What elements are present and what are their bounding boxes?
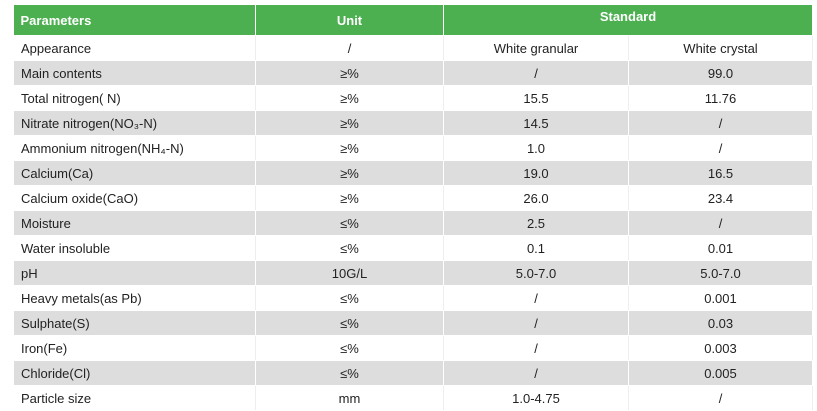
table-row: Total nitrogen( N) ≥% 15.5 11.76 <box>13 85 813 111</box>
white-crystal-value-cell: 11.76 <box>628 85 813 111</box>
white-granular-value-cell: 1.0 <box>443 135 629 161</box>
white-crystal-value-cell: 23.4 <box>628 185 813 211</box>
table-row: Water insoluble ≤% 0.1 0.01 <box>13 235 813 261</box>
white-granular-value-cell: 15.5 <box>443 85 629 111</box>
parameter-cell: Main contents <box>13 60 256 86</box>
parameter-cell: Heavy metals(as Pb) <box>13 285 256 311</box>
white-crystal-value-cell: 5.0-7.0 <box>628 260 813 286</box>
white-granular-value-cell: / <box>443 60 629 86</box>
table-row: Heavy metals(as Pb) ≤%/0.001 <box>13 285 813 311</box>
unit-cell: ≤% <box>255 210 444 236</box>
parameter-cell: Particle size <box>13 385 256 411</box>
table-row: Main contents ≥%/99.0 <box>13 60 813 86</box>
unit-cell: ≤% <box>255 235 444 261</box>
table-row: Chloride(Cl) ≤%/0.005 <box>13 360 813 386</box>
unit-cell: ≥% <box>255 110 444 136</box>
table-row: Particle size mm 1.0-4.75/ <box>13 385 813 411</box>
parameter-cell: pH <box>13 260 256 286</box>
unit-cell: / <box>255 35 444 61</box>
unit-cell: ≥% <box>255 85 444 111</box>
table-body: Appearance / White granular White crystal Ma… <box>13 35 813 411</box>
white-granular-value-cell: White granular <box>443 35 629 61</box>
white-crystal-value-cell: / <box>628 385 813 411</box>
unit-cell: 10G/L <box>255 260 444 286</box>
specification-table: Parameters Unit Standard Appearance / Whit… <box>13 5 813 411</box>
white-crystal-value-cell: 0.003 <box>628 335 813 361</box>
white-granular-value-cell: 1.0-4.75 <box>443 385 629 411</box>
white-granular-value-cell: 2.5 <box>443 210 629 236</box>
table-header: Parameters Unit Standard <box>13 5 813 36</box>
white-crystal-value-cell: 0.005 <box>628 360 813 386</box>
table-row: Sulphate(S) ≤%/0.03 <box>13 310 813 336</box>
parameter-cell: Calcium(Ca) <box>13 160 256 186</box>
white-granular-value-cell: 5.0-7.0 <box>443 260 629 286</box>
unit-cell: ≥% <box>255 185 444 211</box>
white-crystal-value-cell: / <box>628 210 813 236</box>
white-crystal-value-cell: 16.5 <box>628 160 813 186</box>
parameter-cell: Ammonium nitrogen(NH₄-N) <box>13 135 256 161</box>
white-granular-value-cell: / <box>443 310 629 336</box>
unit-cell: ≤% <box>255 285 444 311</box>
table-row: pH 10G/L 5.0-7.0 5.0-7.0 <box>13 260 813 286</box>
parameter-cell: Water insoluble <box>13 235 256 261</box>
parameter-cell: Chloride(Cl) <box>13 360 256 386</box>
white-crystal-value-cell: 0.03 <box>628 310 813 336</box>
unit-cell: ≥% <box>255 160 444 186</box>
white-crystal-value-cell: 0.001 <box>628 285 813 311</box>
unit-cell: ≤% <box>255 335 444 361</box>
unit-cell: ≥% <box>255 135 444 161</box>
table-row: Moisture ≤% 2.5/ <box>13 210 813 236</box>
parameter-cell: Moisture <box>13 210 256 236</box>
table-row: Ammonium nitrogen(NH₄-N) ≥% 1.0/ <box>13 135 813 161</box>
table-row: Iron(Fe) ≤%/0.003 <box>13 335 813 361</box>
header-standard: Standard <box>443 5 813 36</box>
white-crystal-value-cell: / <box>628 110 813 136</box>
table-row: Appearance / White granular White crystal <box>13 35 813 61</box>
white-crystal-value-cell: White crystal <box>628 35 813 61</box>
white-granular-value-cell: / <box>443 285 629 311</box>
white-granular-value-cell: 14.5 <box>443 110 629 136</box>
parameter-cell: Total nitrogen( N) <box>13 85 256 111</box>
white-crystal-value-cell: 99.0 <box>628 60 813 86</box>
table-row: Calcium oxide(CaO) ≥% 26.0 23.4 <box>13 185 813 211</box>
white-granular-value-cell: / <box>443 360 629 386</box>
header-unit: Unit <box>255 5 444 36</box>
header-row: Parameters Unit Standard <box>13 5 813 36</box>
parameter-cell: Nitrate nitrogen(NO₃-N) <box>13 110 256 136</box>
unit-cell: mm <box>255 385 444 411</box>
white-crystal-value-cell: / <box>628 135 813 161</box>
unit-cell: ≤% <box>255 360 444 386</box>
table-row: Calcium(Ca) ≥% 19.0 16.5 <box>13 160 813 186</box>
white-crystal-value-cell: 0.01 <box>628 235 813 261</box>
white-granular-value-cell: / <box>443 335 629 361</box>
header-parameters: Parameters <box>13 5 256 36</box>
table-row: Nitrate nitrogen(NO₃-N) ≥% 14.5/ <box>13 110 813 136</box>
unit-cell: ≤% <box>255 310 444 336</box>
white-granular-value-cell: 26.0 <box>443 185 629 211</box>
parameter-cell: Sulphate(S) <box>13 310 256 336</box>
parameter-cell: Calcium oxide(CaO) <box>13 185 256 211</box>
unit-cell: ≥% <box>255 60 444 86</box>
parameter-cell: Iron(Fe) <box>13 335 256 361</box>
white-granular-value-cell: 19.0 <box>443 160 629 186</box>
parameter-cell: Appearance <box>13 35 256 61</box>
white-granular-value-cell: 0.1 <box>443 235 629 261</box>
